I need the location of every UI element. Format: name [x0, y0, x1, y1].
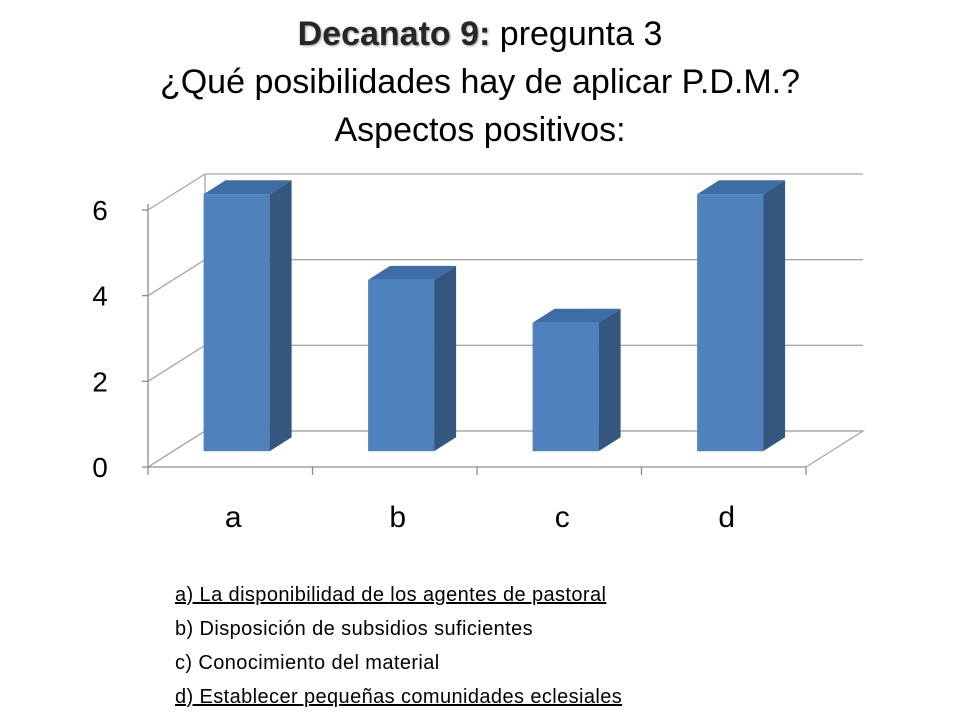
bar-b — [368, 279, 435, 452]
bar-c-side — [598, 308, 621, 452]
x-label-a: a — [225, 501, 242, 534]
bar-c — [532, 322, 599, 452]
bar-c-top — [532, 308, 621, 323]
legend: a) La disponibilidad de los agentes de p… — [175, 578, 622, 714]
y-tick-label: 2 — [92, 366, 108, 397]
gridline-side — [147, 173, 206, 211]
y-tick-label: 0 — [92, 452, 108, 483]
y-tick-label: 4 — [92, 281, 108, 312]
x-label-d: d — [718, 501, 735, 534]
bar-d — [697, 194, 764, 452]
bar-d-side — [763, 180, 786, 452]
legend-item-d: d) Establecer pequeñas comunidades ecles… — [175, 686, 623, 708]
x-label-c: c — [555, 501, 570, 534]
chart-title: Decanato 9: pregunta 3 ¿Qué posibilidade… — [0, 10, 960, 154]
y-tick-label: 6 — [92, 195, 108, 226]
bar-chart: 0 2 4 6 a b c d — [92, 173, 866, 534]
legend-item-b: b) Disposición de subsidios suficientes — [175, 618, 533, 640]
legend-item-a: a) La disponibilidad de los agentes de p… — [175, 584, 607, 606]
title-subtitle: Aspectos positivos: — [334, 111, 626, 149]
bar-d-top — [697, 180, 786, 195]
bar-b-side — [434, 265, 457, 452]
title-decanato: Decanato 9: — [297, 15, 491, 53]
title-question: ¿Qué posibilidades hay de aplicar P.D.M.… — [159, 63, 801, 101]
legend-item-c: c) Conocimiento del material — [175, 652, 440, 674]
title-question-number: pregunta 3 — [490, 15, 663, 53]
gridline-side — [147, 430, 206, 468]
bar-a — [203, 194, 270, 452]
gridline-side — [147, 259, 206, 297]
bar-a-top — [203, 180, 292, 195]
x-label-b: b — [389, 501, 406, 534]
gridline-side — [147, 344, 206, 382]
bar-b-top — [368, 265, 457, 280]
bar-a-side — [269, 180, 292, 452]
